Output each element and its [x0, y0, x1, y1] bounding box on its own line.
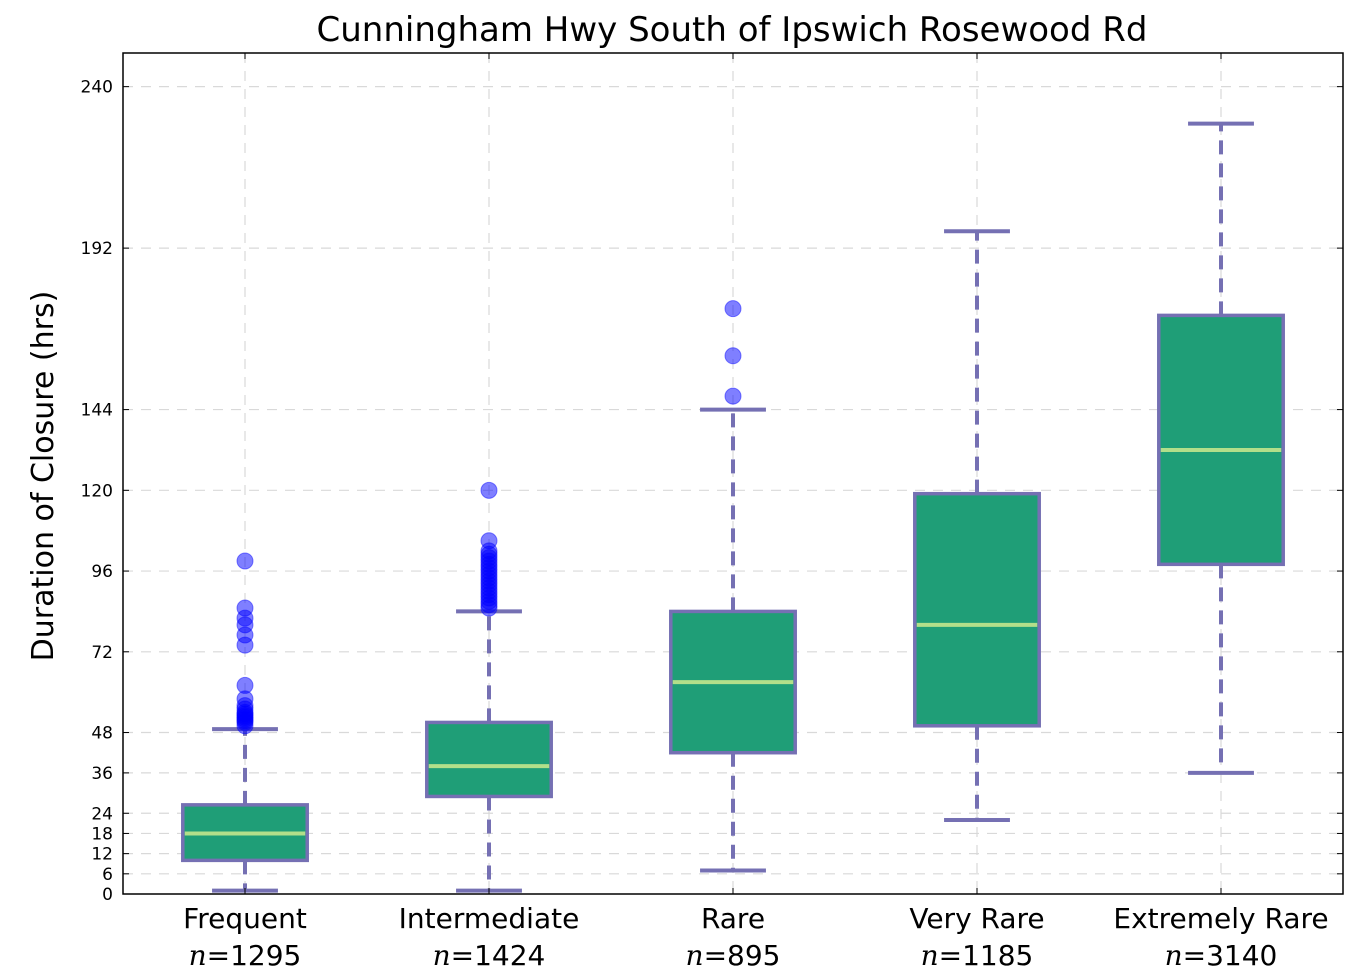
chart-title: Cunningham Hwy South of Ipswich Rosewood…	[317, 10, 1148, 50]
y-tick-label: 240	[81, 78, 113, 98]
axes-layer: 0612182436487296120144192240Frequentn=12…	[81, 52, 1344, 972]
sample-size-symbol: n	[189, 939, 207, 972]
y-tick-label: 36	[91, 764, 113, 784]
outlier-point	[480, 481, 498, 499]
x-tick-label: Intermediate	[399, 902, 580, 935]
plot-layer	[181, 121, 1285, 893]
sample-size-value: =1424	[451, 939, 546, 972]
y-axis-label: Duration of Closure (hrs)	[26, 291, 61, 662]
outlier-point	[480, 532, 498, 550]
y-tick-label: 24	[91, 804, 113, 824]
sample-size-symbol: n	[921, 939, 939, 972]
x-tick-label: Rare	[701, 902, 765, 935]
sample-size-label: n=1424	[433, 939, 546, 972]
box-group	[425, 481, 553, 893]
y-tick-label: 6	[102, 865, 113, 885]
y-tick-label: 120	[81, 481, 113, 501]
x-tick-label: Extremely Rare	[1113, 902, 1328, 935]
y-tick-label: 72	[91, 643, 113, 663]
iqr-box	[1157, 313, 1285, 567]
outlier-point	[236, 676, 254, 694]
y-tick-label: 12	[91, 845, 113, 865]
box-group	[913, 229, 1041, 822]
x-tick-label: Frequent	[183, 902, 307, 935]
plot-frame	[122, 52, 1344, 895]
box-group	[181, 552, 309, 893]
y-tick-label: 48	[91, 724, 113, 744]
outlier-point	[724, 347, 742, 365]
x-tick-label: Very Rare	[909, 902, 1044, 935]
sample-size-symbol: n	[1165, 939, 1183, 972]
y-tick-label: 0	[102, 885, 113, 905]
sample-size-label: n=3140	[1165, 939, 1278, 972]
sample-size-label: n=1185	[921, 939, 1034, 972]
y-tick-label: 144	[81, 401, 113, 421]
box-group	[669, 300, 797, 873]
outlier-point	[236, 599, 254, 617]
sample-size-value: =1295	[207, 939, 302, 972]
y-tick-label: 18	[91, 824, 113, 844]
sample-size-value: =3140	[1183, 939, 1278, 972]
grid-layer	[123, 53, 1343, 894]
outlier-point	[236, 552, 254, 570]
sample-size-value: =895	[704, 939, 781, 972]
sample-size-value: =1185	[939, 939, 1034, 972]
y-tick-label: 192	[81, 239, 113, 259]
sample-size-symbol: n	[433, 939, 451, 972]
iqr-box	[913, 491, 1041, 728]
sample-size-label: n=895	[686, 939, 781, 972]
outlier-point	[724, 300, 742, 318]
outlier-point	[724, 387, 742, 405]
iqr-box	[425, 720, 553, 799]
y-tick-label: 96	[91, 562, 113, 582]
box-group	[1157, 121, 1285, 775]
sample-size-label: n=1295	[189, 939, 302, 972]
sample-size-symbol: n	[686, 939, 704, 972]
